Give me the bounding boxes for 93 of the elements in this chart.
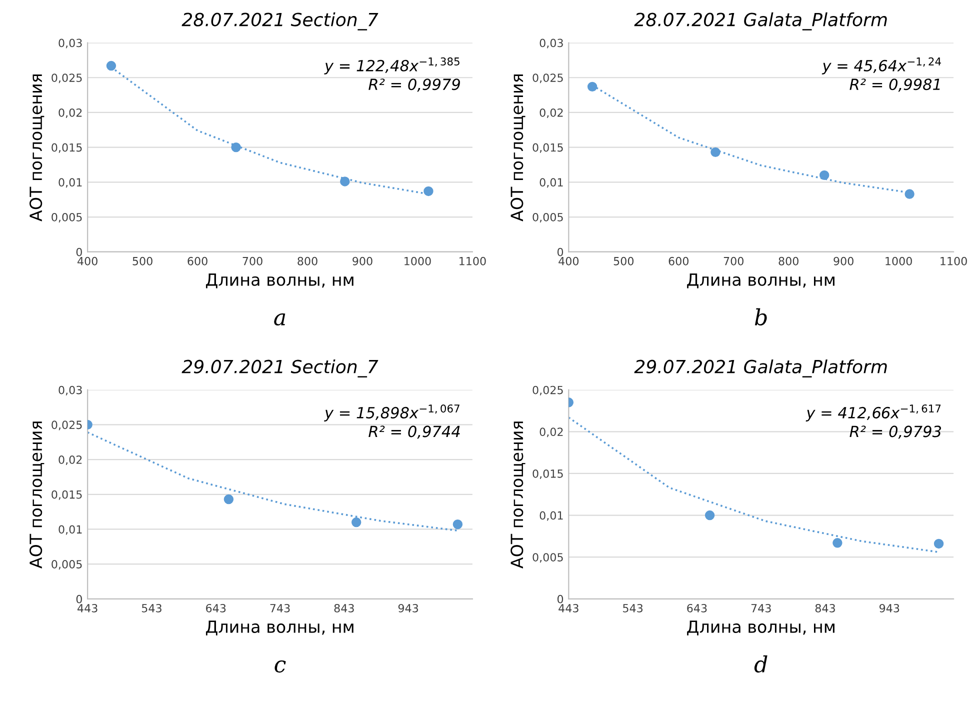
x-tick-label: 743 (270, 604, 290, 612)
y-axis-title: АОТ поглощения (30, 422, 44, 568)
annotation: y = 15,898x$^{−1,067}$ (324, 404, 460, 422)
y-axis-title: АОТ поглощения (510, 422, 526, 568)
x-axis-title: Длина волны, нм (687, 620, 834, 636)
y-tick-label: 0,02 (540, 428, 563, 438)
annotation: R² = 0,9979 (368, 78, 460, 92)
annotation: y = 45,64x$^{−1,24}$ (822, 57, 941, 74)
point (224, 494, 234, 504)
y-tick-label: 0,01 (58, 525, 82, 535)
text: a (274, 313, 286, 326)
x-tick-label: 543 (623, 604, 643, 612)
chart-title: 28.07.2021 Galata_Platform (634, 12, 887, 30)
point (106, 60, 116, 71)
chart-title: 29.07.2021 Galata_Platform (634, 359, 887, 378)
x-tick-label: 743 (751, 604, 771, 612)
x-tick-label: 700 (242, 256, 262, 266)
annotation: R² = 0,9793 (850, 426, 942, 439)
x-tick-label: 400 (78, 256, 98, 266)
y-tick-label: 0,015 (52, 143, 82, 153)
annotation: y = 412,66x$^{−1,617}$ (806, 404, 941, 422)
y-tick-label: 0,005 (52, 560, 82, 570)
x-tick-label: 843 (815, 604, 835, 612)
y-tick-label: 0 (557, 248, 564, 256)
y-tick-label: 0,02 (540, 108, 563, 118)
x-tick-label: 1100 (460, 256, 486, 266)
y-tick-label: 0,015 (532, 469, 563, 479)
x-tick-label: 900 (834, 256, 854, 266)
annotation: y = 122,48x$^{−1,385}$ (324, 57, 460, 74)
y-tick-label: 0,025 (532, 386, 563, 396)
point (934, 538, 944, 549)
y-tick-label: 0,02 (58, 456, 82, 466)
y-tick-label: 0,025 (52, 74, 82, 84)
x-tick-label: 843 (334, 604, 354, 612)
y-tick-label: 0 (557, 594, 564, 604)
chart-title: 28.07.2021 Section_7 (182, 12, 378, 30)
y-tick-label: 0,025 (532, 74, 563, 84)
y-tick-label: 0 (76, 594, 82, 604)
y-tick-label: 0,005 (52, 212, 82, 223)
x-tick-label: 643 (687, 604, 707, 612)
x-tick-label: 700 (724, 256, 744, 266)
y-tick-label: 0,03 (58, 38, 82, 48)
x-tick-label: 600 (668, 256, 688, 266)
x-axis-title: Длина волны, нм (206, 620, 354, 636)
y-tick-label: 0,03 (58, 386, 82, 396)
x-tick-label: 800 (778, 256, 798, 266)
x-tick-label: 443 (78, 604, 98, 612)
x-tick-label: 943 (879, 604, 900, 612)
y-tick-label: 0 (76, 248, 82, 256)
x-tick-label: 543 (142, 604, 162, 612)
y-tick-label: 0,01 (540, 178, 563, 188)
point (587, 82, 598, 92)
y-tick-label: 0,02 (58, 108, 82, 118)
x-tick-label: 500 (614, 256, 634, 266)
point (231, 142, 241, 152)
annotation: R² = 0,9744 (368, 426, 460, 439)
x-tick-label: 600 (188, 256, 208, 266)
y-tick-label: 0,015 (532, 143, 563, 153)
point (452, 519, 463, 530)
point (819, 170, 830, 180)
text: b (754, 308, 767, 326)
y-tick-label: 0,03 (540, 38, 563, 48)
text: c (274, 660, 286, 673)
y-tick-label: 0,01 (58, 178, 82, 188)
y-axis-title: АОТ поглощения (30, 74, 44, 222)
point (424, 186, 434, 196)
x-tick-label: 1100 (940, 256, 967, 266)
x-tick-label: 400 (558, 256, 579, 266)
x-axis-title: Длина волны, нм (687, 274, 834, 288)
x-tick-label: 1000 (886, 256, 912, 266)
x-tick-label: 943 (398, 604, 418, 612)
point (710, 147, 720, 158)
x-axis-title: Длина волны, нм (206, 274, 354, 288)
x-tick-label: 1000 (404, 256, 431, 266)
x-tick-label: 900 (352, 256, 372, 266)
x-tick-label: 800 (298, 256, 318, 266)
point (351, 517, 362, 528)
x-tick-label: 643 (206, 604, 226, 612)
annotation: R² = 0,9981 (850, 78, 940, 92)
y-tick-label: 0,005 (532, 553, 563, 563)
point (832, 538, 842, 548)
x-tick-label: 500 (132, 256, 152, 266)
point (904, 189, 914, 199)
point (340, 176, 350, 186)
y-axis-title: АОТ поглощения (510, 74, 526, 222)
y-tick-label: 0,005 (532, 212, 563, 223)
y-tick-label: 0,015 (52, 490, 82, 500)
y-tick-label: 0,01 (540, 511, 563, 521)
y-tick-label: 0,025 (52, 420, 82, 430)
x-tick-label: 443 (558, 604, 578, 612)
point (704, 510, 715, 520)
chart-title: 29.07.2021 Section_7 (182, 359, 378, 378)
text: d (754, 655, 768, 673)
